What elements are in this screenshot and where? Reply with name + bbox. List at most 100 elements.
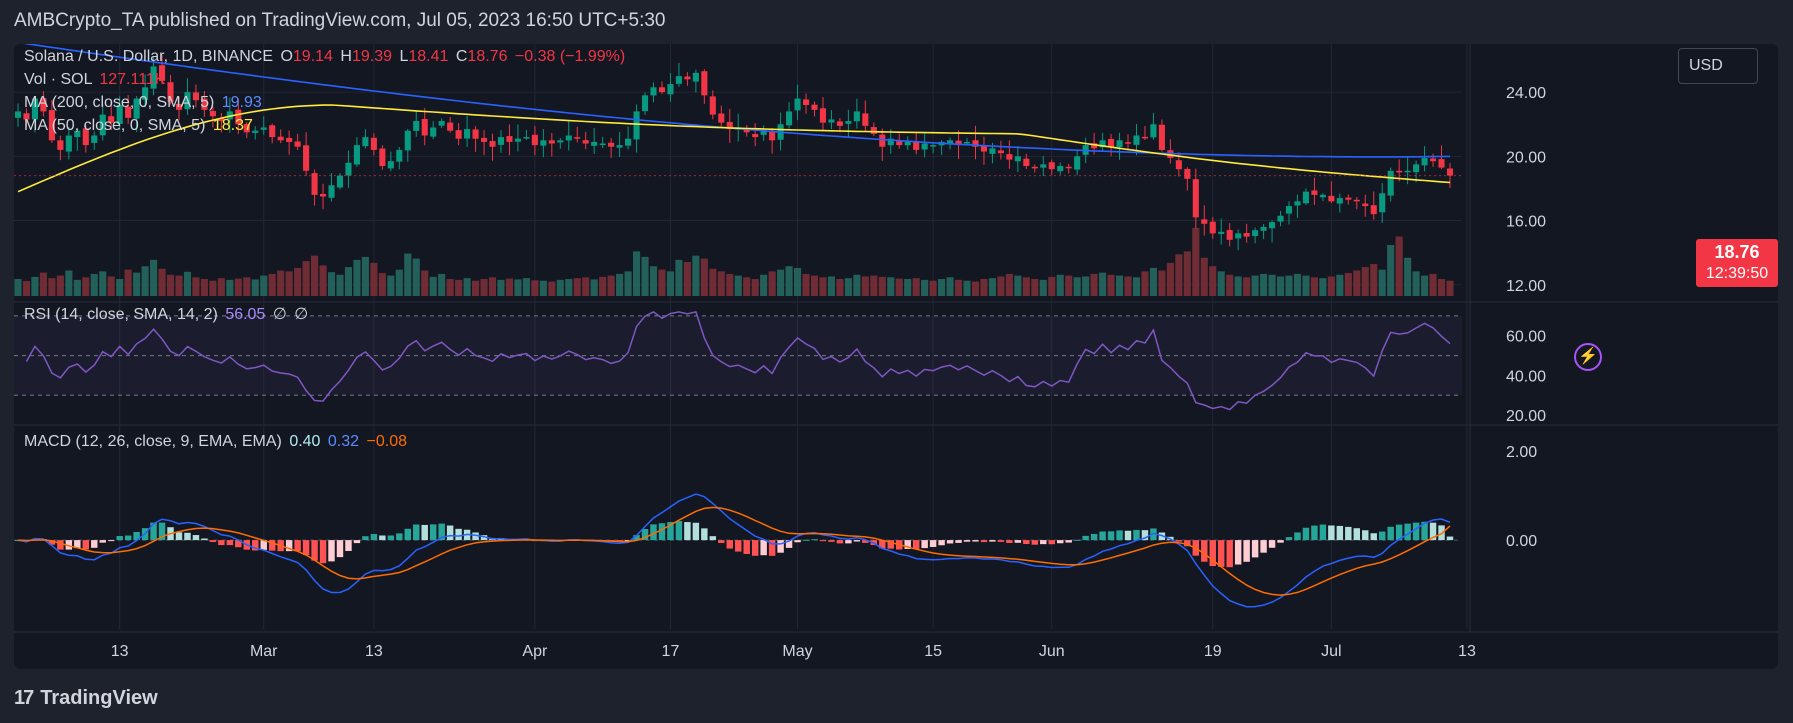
macd-histogram-bar xyxy=(260,540,267,550)
macd-histogram-bar xyxy=(921,540,928,549)
ma200-legend[interactable]: MA (200, close, 0, SMA, 5) 19.93 xyxy=(24,94,262,112)
candle-body xyxy=(1099,140,1106,148)
candle xyxy=(641,92,649,115)
candle xyxy=(57,135,64,161)
tradingview-brand[interactable]: TradingView xyxy=(40,686,158,709)
chart-canvas[interactable]: 13 Mar 13 Apr 17 May 15 Jun 19 Jul 13 24.00 20.00 16.… xyxy=(14,44,1778,669)
tradingview-footer[interactable]: 17 TradingView xyxy=(14,683,158,713)
symbol-name[interactable]: Solana / U.S. Dollar, 1D, BINANCE xyxy=(24,48,273,65)
volume-bar xyxy=(124,269,132,296)
macd-signal-line xyxy=(17,506,1451,596)
bolt-icon[interactable]: ⚡ xyxy=(1574,343,1602,371)
candle-body xyxy=(260,127,267,130)
candle-body xyxy=(1362,203,1369,207)
currency-selector[interactable]: USD xyxy=(1678,48,1758,84)
candle-body xyxy=(413,121,420,131)
macd-histogram-bar xyxy=(684,522,691,541)
candle-body xyxy=(226,111,233,120)
candle-body xyxy=(1218,231,1225,234)
candle-body xyxy=(1260,226,1267,231)
macd-histogram-bar xyxy=(124,535,132,541)
volume-bar xyxy=(99,271,107,296)
volume-bar xyxy=(412,258,420,296)
candle xyxy=(303,132,310,176)
candle xyxy=(1065,163,1072,174)
candle-body xyxy=(286,137,293,142)
candle xyxy=(370,133,377,156)
candle-body xyxy=(1226,230,1233,240)
candle-body xyxy=(1438,159,1445,168)
macd-label[interactable]: MACD (12, 26, close, 9, EMA, EMA) xyxy=(24,433,282,450)
volume-bar xyxy=(641,256,649,296)
volume-bar xyxy=(192,277,200,296)
volume-bar xyxy=(463,278,471,296)
macd-legend[interactable]: MACD (12, 26, close, 9, EMA, EMA) 0.40 0… xyxy=(24,433,407,451)
volume-bar xyxy=(717,271,725,296)
chart-frame[interactable]: 13 Mar 13 Apr 17 May 15 Jun 19 Jul 13 24.00 20.00 16.… xyxy=(14,44,1778,669)
rsi-legend[interactable]: RSI (14, close, SMA, 14, 2) 56.05 ∅ ∅ xyxy=(24,304,308,324)
volume-bar xyxy=(285,271,293,296)
volume-legend[interactable]: Vol · SOL 127.111K xyxy=(24,71,165,89)
candle xyxy=(345,150,352,188)
candle-body xyxy=(514,138,521,142)
volume-bar xyxy=(1158,270,1166,296)
ma50-legend[interactable]: MA (50, close, 0, SMA, 5) 18.37 xyxy=(24,117,253,135)
volume-bar xyxy=(963,280,971,296)
candle xyxy=(1048,159,1055,176)
candle-body xyxy=(1023,158,1030,166)
rsi-value: 56.05 xyxy=(225,306,266,323)
candle xyxy=(1074,149,1081,176)
macd-histogram-bar xyxy=(1201,540,1208,562)
volume-label[interactable]: Vol · SOL xyxy=(24,71,92,88)
volume-bar xyxy=(1251,275,1259,296)
candle xyxy=(14,103,22,127)
volume-bar xyxy=(658,269,666,296)
symbol-legend[interactable]: Solana / U.S. Dollar, 1D, BINANCE O19.14… xyxy=(24,48,625,66)
candle xyxy=(1150,112,1157,140)
macd-histogram-bar xyxy=(1031,540,1039,545)
candle-body xyxy=(1319,194,1326,198)
rsi-axis-label: 60.00 xyxy=(1506,329,1546,346)
macd-line xyxy=(17,493,1451,608)
macd-histogram-bar xyxy=(692,522,700,541)
candle-body xyxy=(828,119,835,123)
volume-bar xyxy=(743,277,751,296)
candle xyxy=(243,122,250,139)
candle xyxy=(972,125,979,160)
macd-histogram-bar xyxy=(811,539,818,541)
volume-bar xyxy=(1099,272,1107,296)
macd-histogram-bar xyxy=(99,540,106,543)
candle xyxy=(489,133,496,161)
volume-bar xyxy=(1361,267,1369,296)
candle xyxy=(82,125,89,153)
volume-bar xyxy=(327,272,336,296)
high-label: H xyxy=(340,48,352,65)
candle xyxy=(328,172,335,202)
macd-histogram-bar xyxy=(1243,540,1250,562)
volume-bar xyxy=(48,278,56,296)
rsi-empty-value-2: ∅ xyxy=(294,306,309,323)
volume-bar xyxy=(1412,271,1420,296)
candle xyxy=(1387,167,1394,202)
candle xyxy=(574,126,581,143)
time-axis-label: 19 xyxy=(1204,643,1222,660)
macd-histogram-bar xyxy=(1023,540,1030,545)
macd-histogram-bar xyxy=(472,532,479,541)
candle xyxy=(116,96,123,130)
macd-histogram-bar xyxy=(1150,528,1157,541)
macd-histogram-bar xyxy=(362,536,369,541)
macd-histogram-bar xyxy=(963,540,971,542)
candle xyxy=(40,91,47,117)
candle-body xyxy=(557,140,564,143)
candle-body xyxy=(31,98,38,120)
candle xyxy=(786,102,793,129)
volume-bar xyxy=(785,266,793,296)
candle xyxy=(591,127,598,155)
ma50-label[interactable]: MA (50, close, 0, SMA, 5) xyxy=(24,117,206,134)
rsi-line xyxy=(25,311,1451,411)
ma200-label[interactable]: MA (200, close, 0, SMA, 5) xyxy=(24,94,215,111)
volume-bar xyxy=(1226,274,1234,296)
macd-histogram-bar xyxy=(1057,540,1064,544)
candle-body xyxy=(718,113,725,123)
rsi-label[interactable]: RSI (14, close, SMA, 14, 2) xyxy=(24,306,218,323)
